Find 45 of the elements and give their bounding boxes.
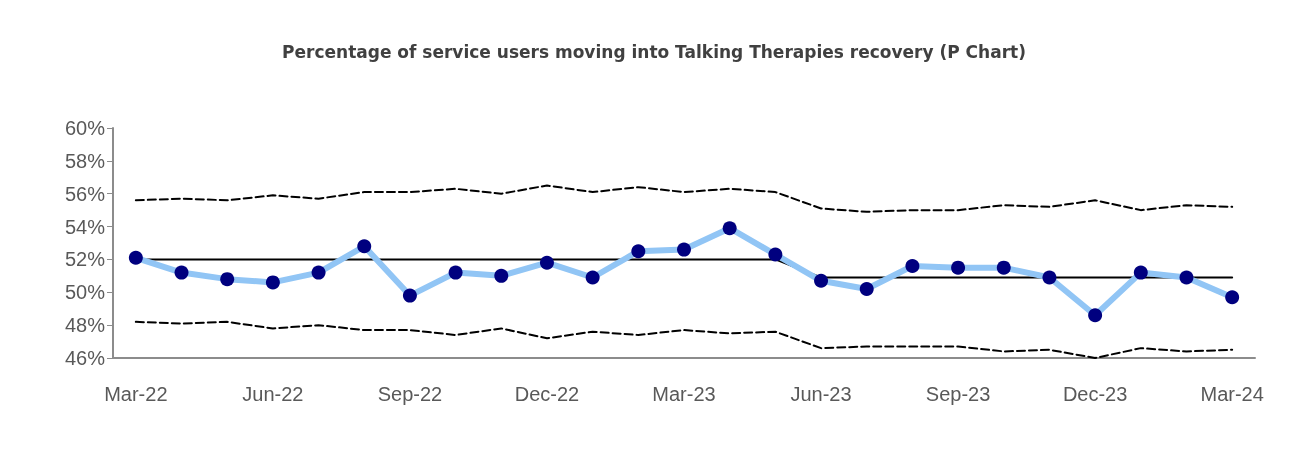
point (722, 221, 737, 236)
point (1042, 270, 1057, 285)
point (677, 242, 691, 257)
point (1133, 265, 1148, 280)
point (265, 275, 280, 290)
point (128, 250, 143, 265)
y-tick-label: 56% (64, 182, 106, 205)
point (905, 259, 920, 273)
point (357, 239, 372, 254)
point (1088, 308, 1103, 323)
x-tick-label: Mar-24 (1200, 383, 1264, 405)
x-tick-label: Dec-22 (514, 383, 580, 405)
point (1225, 290, 1240, 305)
x-tick-label: Jun-23 (790, 383, 852, 405)
y-tick-label: 58% (64, 149, 106, 172)
point (996, 260, 1011, 275)
y-tick-label: 48% (64, 314, 106, 337)
x-tick-label: Mar-22 (104, 383, 168, 405)
x-tick-label: Jun-22 (242, 383, 304, 405)
chart-title: Percentage of service users moving into Talking Therapies recovery (P Chart) (282, 41, 1026, 62)
point (768, 247, 783, 262)
point (448, 265, 463, 280)
y-tick-label: 54% (64, 215, 106, 238)
point (220, 272, 235, 287)
y-tick-label: 52% (64, 248, 106, 271)
line-series (134, 320, 1234, 359)
point (1179, 270, 1194, 285)
point (631, 244, 646, 259)
y-tick-label: 60% (64, 117, 106, 139)
point (494, 268, 509, 283)
x-tick-label: Dec-23 (1062, 383, 1128, 405)
line-series (134, 184, 1234, 213)
point (859, 282, 874, 296)
point (585, 270, 600, 285)
point (311, 265, 326, 280)
x-tick-label: Sep-22 (377, 383, 443, 405)
x-tick-label: Mar-23 (652, 383, 716, 405)
point (951, 260, 966, 275)
point (402, 288, 417, 303)
y-tick-label: 50% (64, 281, 106, 304)
y-tick-label: 46% (64, 347, 106, 369)
point (814, 273, 829, 288)
point (539, 255, 554, 270)
x-tick-label: Sep-23 (925, 383, 991, 405)
point (174, 265, 189, 280)
